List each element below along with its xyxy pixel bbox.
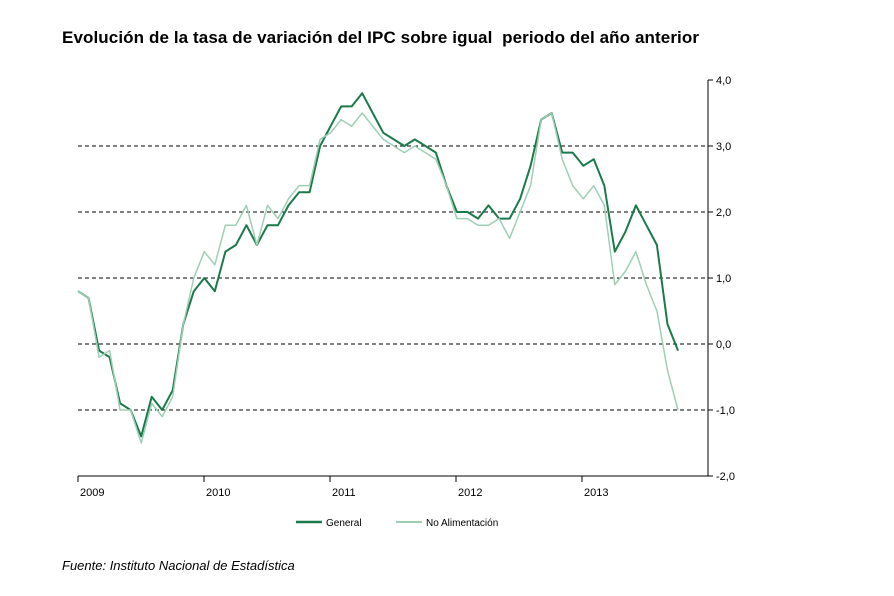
y-tick-label: 0,0: [716, 339, 731, 351]
y-tick-label: 3,0: [716, 141, 731, 153]
series-line-no-alimentacion: [77, 112, 679, 444]
legend-label: No Alimentación: [426, 518, 498, 529]
x-tick-label: 2010: [206, 487, 230, 499]
grid-lines: [78, 145, 708, 411]
y-axis-tick-labels: 4,0 3,0 2,0 1,0 0,0 -1,0 -2,0: [716, 75, 735, 483]
series-lines: [77, 92, 679, 444]
legend-label: General: [326, 518, 362, 529]
legend: General No Alimentación: [296, 518, 498, 529]
axes: [77, 79, 713, 482]
x-axis-tick-labels: 2009 2010 2011 2012 2013: [80, 487, 608, 499]
y-tick-label: 2,0: [716, 207, 731, 219]
x-tick-label: 2009: [80, 487, 104, 499]
y-tick-label: -2,0: [716, 471, 735, 483]
x-tick-label: 2012: [458, 487, 482, 499]
x-tick-label: 2013: [584, 487, 608, 499]
series-line-general: [77, 92, 679, 438]
x-tick-label: 2011: [332, 487, 356, 499]
y-tick-label: 4,0: [716, 75, 731, 87]
y-tick-label: -1,0: [716, 405, 735, 417]
source-note: Fuente: Instituto Nacional de Estadístic…: [62, 558, 295, 573]
chart-title: Evolución de la tasa de variación del IP…: [62, 28, 700, 47]
y-tick-label: 1,0: [716, 273, 731, 285]
